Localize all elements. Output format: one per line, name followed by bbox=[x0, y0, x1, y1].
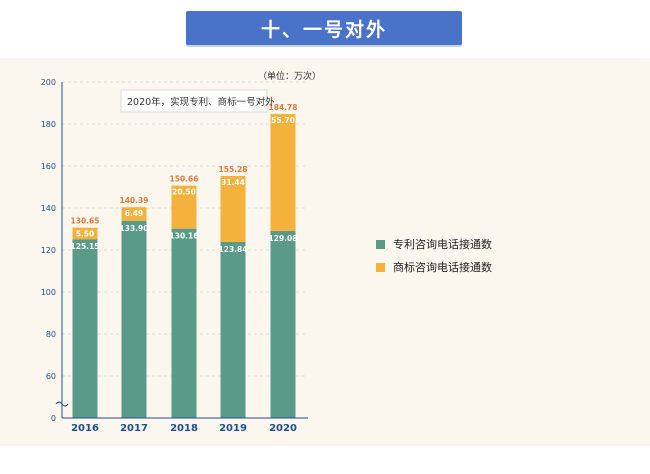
bar-value-label-patent: 123.84 bbox=[219, 245, 248, 254]
chart-panel bbox=[0, 58, 650, 446]
bar-total-label: 155.28 bbox=[219, 165, 248, 174]
unit-note: （单位：万次） bbox=[258, 70, 321, 82]
y-tick-label: 140 bbox=[41, 204, 56, 213]
bar-value-label-patent: 125.15 bbox=[71, 242, 100, 251]
annotation-box bbox=[120, 89, 268, 113]
x-tick-label: 2020 bbox=[269, 423, 297, 434]
bar-patent bbox=[121, 220, 147, 418]
bar-trademark bbox=[72, 227, 98, 240]
x-tick-label: 2019 bbox=[219, 423, 247, 434]
bar-total-label: 150.66 bbox=[170, 175, 199, 184]
bar-value-label-trademark: 55.70 bbox=[271, 116, 295, 125]
legend-swatch-trademark bbox=[376, 262, 385, 272]
legend-item-patent: 专利咨询电话接通数 bbox=[376, 236, 492, 252]
legend-label-trademark: 商标咨询电话接通数 bbox=[393, 261, 492, 274]
legend-swatch-patent bbox=[376, 239, 385, 249]
page-title: 十、一号对外 bbox=[186, 11, 462, 45]
annotation-text: 2020年，实现专利、商标一号对外 bbox=[127, 96, 275, 108]
bar-patent bbox=[270, 230, 296, 418]
bar-value-label-trademark: 31.44 bbox=[221, 178, 245, 187]
bar-patent bbox=[72, 239, 98, 418]
bar-value-label-trademark: 20.50 bbox=[172, 188, 196, 197]
bar-trademark bbox=[270, 113, 296, 231]
bar-trademark bbox=[220, 175, 246, 242]
y-tick-label: 60 bbox=[46, 372, 56, 381]
bar-value-label-patent: 133.90 bbox=[120, 224, 149, 233]
bar-value-label-trademark: 6.49 bbox=[125, 209, 144, 218]
bar-value-label-patent: 130.16 bbox=[170, 232, 199, 241]
x-tick-label: 2016 bbox=[71, 423, 99, 434]
legend-item-trademark: 商标咨询电话接通数 bbox=[376, 259, 492, 275]
bar-total-label: 184.78 bbox=[269, 103, 298, 112]
y-tick-label: 80 bbox=[46, 330, 56, 339]
legend: 专利咨询电话接通数 商标咨询电话接通数 bbox=[376, 236, 492, 282]
bar-value-label-patent: 129.08 bbox=[269, 234, 298, 243]
bar-trademark bbox=[171, 185, 197, 229]
bar-trademark bbox=[121, 207, 147, 221]
bar-value-label-trademark: 5.50 bbox=[76, 230, 95, 239]
y-tick-label: 120 bbox=[41, 246, 56, 255]
x-tick-label: 2017 bbox=[120, 423, 148, 434]
bar-total-label: 140.39 bbox=[120, 196, 149, 205]
y-tick-label: 0 bbox=[51, 414, 56, 423]
y-tick-label: 180 bbox=[41, 120, 56, 129]
bar-total-label: 130.65 bbox=[71, 217, 100, 226]
x-tick-label: 2018 bbox=[170, 423, 198, 434]
axis-break-mark bbox=[55, 401, 69, 407]
y-tick-label: 100 bbox=[41, 288, 56, 297]
y-tick-label: 160 bbox=[41, 162, 56, 171]
legend-label-patent: 专利咨询电话接通数 bbox=[393, 238, 492, 251]
bar-patent bbox=[220, 241, 246, 418]
y-tick-label: 200 bbox=[41, 78, 56, 87]
bar-patent bbox=[171, 228, 197, 418]
